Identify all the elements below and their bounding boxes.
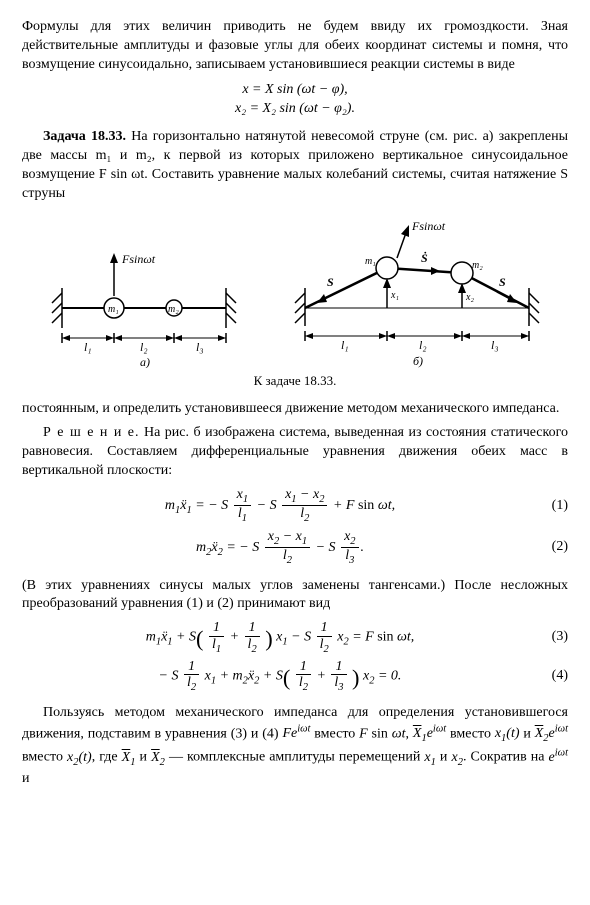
task-label: Задача 18.33. bbox=[43, 129, 126, 144]
equations-3-4: m1ẍ1 + S( 1l1 + 1l2 ) x1 − S 1l2 x2 = F … bbox=[22, 620, 568, 693]
paragraph-3: (В этих уравнениях синусы малых углов за… bbox=[22, 577, 568, 615]
figures-row: Fsinωt m₁ m₂ l₁ l₂ l₃ а) bbox=[22, 218, 568, 368]
fig-b-m2: m₂ bbox=[472, 260, 483, 271]
eq-1-num: (1) bbox=[538, 497, 568, 516]
fig-b-force: Fsinωt bbox=[411, 219, 446, 233]
fig-b-x1: x₁ bbox=[390, 290, 399, 301]
paragraph-intro: Формулы для этих величин приводить не бу… bbox=[22, 18, 568, 75]
paragraph-after-fig: постоянным, и определить установившееся … bbox=[22, 400, 568, 419]
solution-label: Р е ш е н и е. bbox=[43, 425, 140, 440]
eq-4: − S 1l2 x1 + m2ẍ2 + S( 1l2 + 1l3 ) x2 = … bbox=[22, 659, 538, 694]
figure-caption: К задаче 18.33. bbox=[22, 372, 568, 390]
p4-b2: вместо bbox=[446, 726, 495, 741]
eq-x: x = X sin (ωt − φ), bbox=[22, 81, 568, 100]
fig-a-l1: l₁ bbox=[84, 340, 92, 354]
paragraph-4: Пользуясь методом механического импеданс… bbox=[22, 704, 568, 789]
fig-a-label: а) bbox=[140, 355, 150, 368]
p4-f: . Сократив на bbox=[463, 750, 549, 765]
fig-b-S-right: S bbox=[499, 275, 506, 289]
fig-b-Sdot: Ṡ bbox=[421, 251, 428, 265]
fig-b-label: б) bbox=[413, 354, 423, 368]
fig-a-force: Fsinωt bbox=[121, 252, 156, 266]
eq-3-num: (3) bbox=[538, 628, 568, 647]
fig-b-l2: l₂ bbox=[419, 338, 427, 352]
fig-b-l1: l₁ bbox=[341, 338, 349, 352]
figure-a: Fsinωt m₁ m₂ l₁ l₂ l₃ а) bbox=[44, 233, 244, 368]
eq-1: m1ẍ1 = − S x1l1 − S x1 − x2l2 + F sin ωt… bbox=[22, 487, 538, 525]
solution-paragraph: Р е ш е н и е. На рис. б изображена сист… bbox=[22, 424, 568, 481]
fig-b-x2: x₂ bbox=[465, 292, 474, 303]
p4-b: вместо bbox=[310, 726, 359, 741]
p4-b3: вместо bbox=[22, 750, 67, 765]
figure-b: Fsinωt m₁ m₂ S S Ṡ x₁ x₂ l₁ l₂ l₃ б) bbox=[287, 218, 547, 368]
p4-e: — комплексные амплитуды перемещений bbox=[165, 750, 425, 765]
fig-a-l2: l₂ bbox=[140, 340, 148, 354]
fig-a-m1: m₁ bbox=[108, 304, 119, 315]
eq-2: m2ẍ2 = − S x2 − x1l2 − S x2l3. bbox=[22, 529, 538, 567]
task-paragraph: Задача 18.33. На горизонтально натянутой… bbox=[22, 128, 568, 204]
fig-b-l3: l₃ bbox=[491, 338, 499, 352]
fig-b-S-left: S bbox=[327, 275, 334, 289]
eq-x2: x₂ = X₂ sin (ωt − φ₂). bbox=[22, 100, 568, 119]
equations-xy: x = X sin (ωt − φ), x₂ = X₂ sin (ωt − φ₂… bbox=[22, 81, 568, 119]
fig-a-m2: m₂ bbox=[168, 304, 179, 315]
eq-3: m1ẍ1 + S( 1l1 + 1l2 ) x1 − S 1l2 x2 = F … bbox=[22, 620, 538, 655]
p4-d: , где bbox=[92, 750, 122, 765]
equations-1-2: m1ẍ1 = − S x1l1 − S x1 − x2l2 + F sin ωt… bbox=[22, 487, 568, 566]
p4-c2: и bbox=[135, 750, 151, 765]
p4-c: и bbox=[520, 726, 535, 741]
fig-b-m1: m₁ bbox=[365, 256, 376, 267]
eq-4-num: (4) bbox=[538, 667, 568, 686]
eq-2-num: (2) bbox=[538, 538, 568, 557]
fig-a-l3: l₃ bbox=[196, 340, 204, 354]
